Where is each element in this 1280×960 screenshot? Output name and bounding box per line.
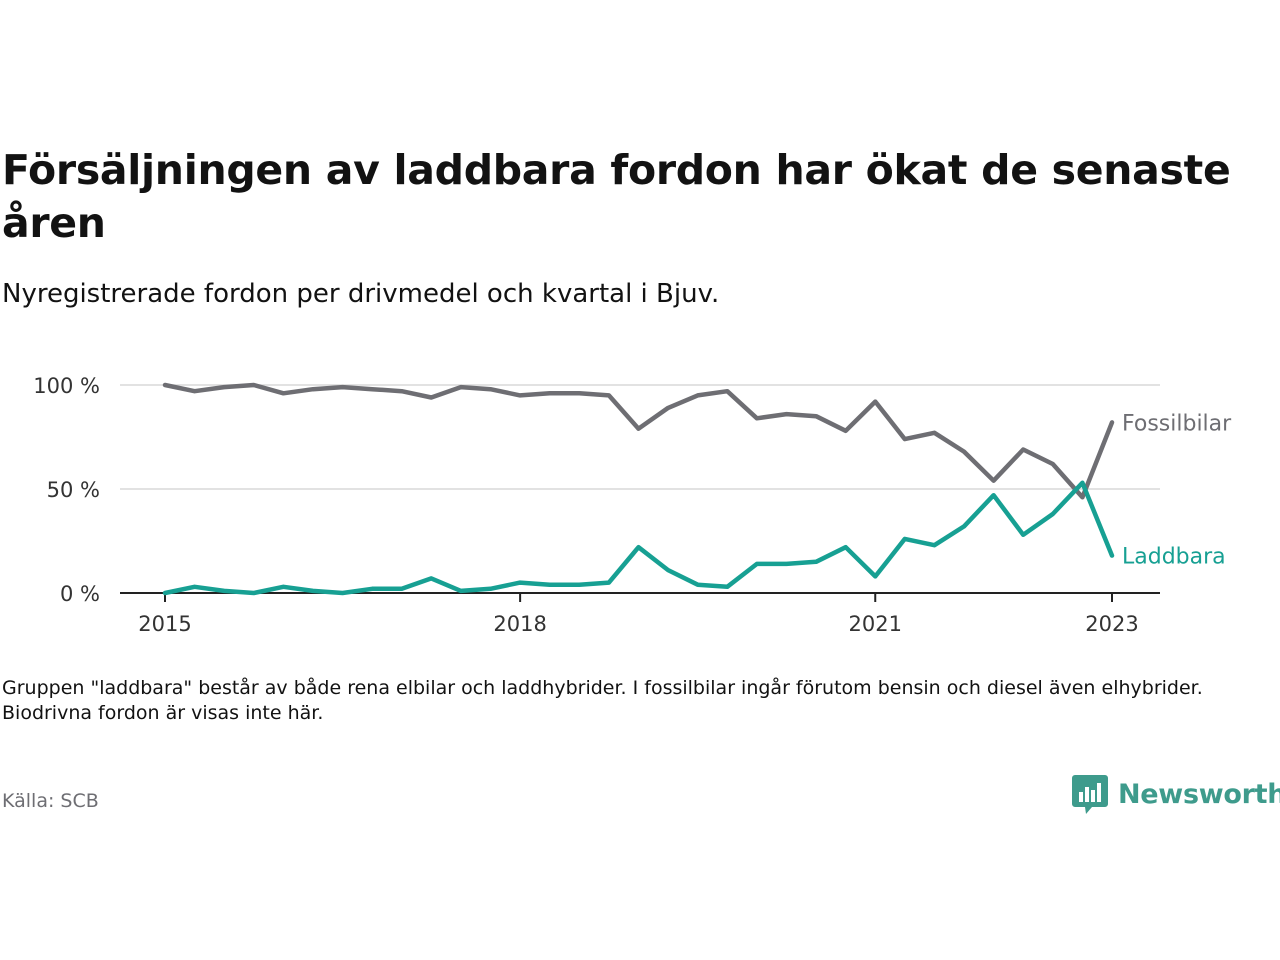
series-line-laddbara xyxy=(162,480,1115,596)
series-label-fossilbilar: Fossilbilar xyxy=(1122,411,1232,436)
x-tick-label: 2015 xyxy=(138,612,191,636)
series-labels: Fossilbilar Laddbara xyxy=(1122,411,1232,569)
brand-name: Newsworthy xyxy=(1118,778,1280,810)
gridlines xyxy=(120,384,1160,490)
source-label: Källa: SCB xyxy=(2,790,99,812)
x-tick-label: 2021 xyxy=(849,612,902,636)
newsworthy-logo-icon xyxy=(1072,775,1108,814)
y-tick-label: 100 % xyxy=(33,374,100,398)
y-tick-label: 50 % xyxy=(47,478,100,502)
line-chart: 0 % 50 % 100 % 2015 2018 2021 2023 Fossilbila… xyxy=(33,374,1232,636)
series-label-laddbara: Laddbara xyxy=(1122,545,1226,570)
footnote: Gruppen "laddbara" består av både rena e… xyxy=(2,677,1203,724)
x-axis-ticks: 2015 2018 2021 2023 xyxy=(138,593,1139,636)
x-tick-label: 2018 xyxy=(493,612,546,636)
y-axis-tick-labels: 0 % 50 % 100 % xyxy=(33,374,100,606)
chart-subtitle: Nyregistrerade fordon per drivmedel och … xyxy=(2,279,720,309)
y-tick-label: 0 % xyxy=(60,582,100,606)
x-tick-label: 2023 xyxy=(1085,612,1138,636)
newsworthy-logo[interactable]: Newsworthy xyxy=(1072,774,1280,814)
series-lines xyxy=(162,382,1115,596)
series-line-fossilbilar xyxy=(162,382,1115,500)
chart-title: Försäljningen av laddbara fordon har öka… xyxy=(2,146,1231,247)
